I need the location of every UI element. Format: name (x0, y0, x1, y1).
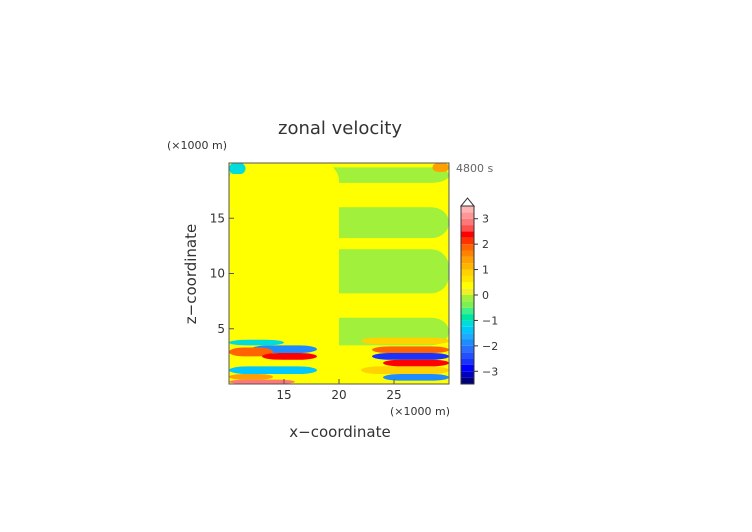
colorbar-level (461, 358, 474, 365)
contour-region (361, 337, 449, 345)
colorbar-level (461, 212, 474, 219)
colorbar-tick-label: 3 (482, 213, 489, 226)
colorbar-level (461, 263, 474, 270)
colorbar-level (461, 377, 474, 384)
colorbar-level (461, 231, 474, 238)
contour-region (432, 163, 449, 172)
colorbar-level (461, 307, 474, 315)
colorbar-level (461, 237, 474, 245)
contour-region (229, 359, 295, 367)
contour-region (383, 359, 449, 367)
y-tick-label: 15 (210, 211, 225, 225)
x-axis-title: x−coordinate (289, 423, 390, 441)
contour-region (361, 366, 449, 375)
contour-region (229, 163, 339, 384)
colorbar-level (461, 282, 474, 289)
y-unit-label: (×1000 m) (167, 139, 227, 152)
y-axis-title: z−coordinate (182, 224, 200, 324)
colorbar-level (461, 364, 474, 372)
colorbar-level (461, 275, 474, 283)
colorbar-level (461, 333, 474, 340)
colorbar-level (461, 244, 474, 251)
contour-region (262, 353, 317, 360)
colorbar: −3 −2 −1 0 1 2 3 (459, 197, 498, 385)
contour-region (229, 366, 317, 375)
colorbar-level (461, 225, 474, 232)
colorbar-level (461, 345, 474, 353)
contour-field (229, 163, 449, 384)
contour-region (372, 346, 449, 354)
x-tick-label: 25 (386, 388, 401, 402)
contour-region (383, 374, 449, 381)
contour-region (229, 339, 284, 346)
contour-region (229, 163, 246, 175)
colorbar-level (461, 206, 474, 213)
colorbar-level (461, 269, 474, 276)
contour-region (372, 353, 449, 360)
contour-region (229, 379, 295, 384)
colorbar-level (461, 301, 474, 308)
colorbar-tick-label: 0 (482, 289, 489, 302)
colorbar-level (461, 339, 474, 346)
contour-region (229, 347, 273, 357)
colorbar-level (461, 352, 474, 359)
y-axis-ticks: 5 10 15 (210, 211, 234, 336)
x-tick-label: 15 (276, 388, 291, 402)
colorbar-level (461, 320, 474, 327)
colorbar-level (461, 250, 474, 257)
x-tick-label: 20 (331, 388, 346, 402)
colorbar-level (461, 218, 474, 226)
colorbar-level (461, 326, 474, 334)
colorbar-extend-arrow (459, 197, 476, 207)
time-label: 4800 s (456, 162, 493, 175)
y-tick-label: 10 (210, 267, 225, 281)
chart-title: zonal velocity (278, 118, 402, 139)
y-tick-label: 5 (217, 322, 225, 336)
colorbar-level (461, 314, 474, 321)
colorbar-level (461, 288, 474, 295)
colorbar-tick-label: −2 (482, 340, 498, 353)
x-unit-label: (×1000 m) (390, 405, 450, 418)
contour-region (229, 374, 273, 380)
colorbar-tick-label: −1 (482, 314, 498, 327)
colorbar-tick-label: −3 (482, 365, 498, 378)
colorbar-tick-label: 1 (482, 264, 489, 277)
colorbar-level (461, 371, 474, 378)
colorbar-tick-label: 2 (482, 238, 489, 251)
colorbar-level (461, 295, 474, 302)
x-axis-ticks: 15 20 25 (276, 379, 402, 402)
colorbar-level (461, 256, 474, 264)
plot-frame (228, 162, 450, 385)
